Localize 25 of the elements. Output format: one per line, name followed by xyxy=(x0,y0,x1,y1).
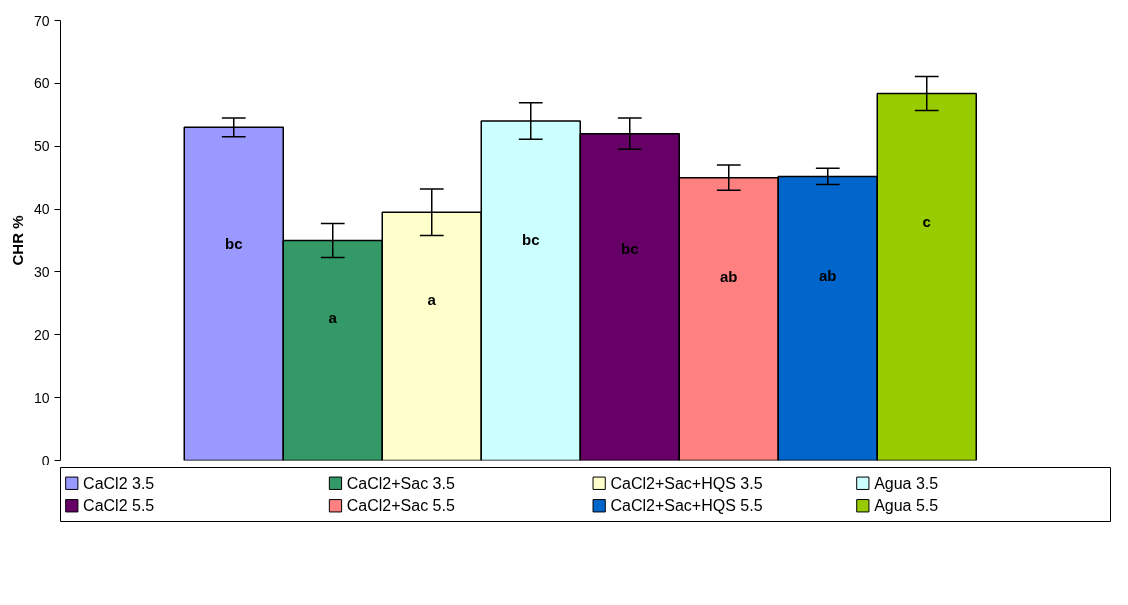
legend-label: CaCl2 3.5 xyxy=(83,474,155,492)
y-tick-label: 50 xyxy=(33,138,50,155)
y-tick-label: 30 xyxy=(33,263,50,280)
y-tick-label: 10 xyxy=(33,389,50,406)
legend-label: CaCl2+Sac 5.5 xyxy=(346,497,455,515)
annotation: a xyxy=(427,290,437,308)
annotation: ab xyxy=(720,268,738,286)
y-tick-label: 0 xyxy=(41,452,50,469)
y-tick-label: 40 xyxy=(33,201,50,218)
annotation: c xyxy=(922,213,931,231)
legend-label: CaCl2+Sac+HQS 5.5 xyxy=(610,497,763,515)
y-tick-label: 70 xyxy=(33,12,50,29)
y-tick-label: 60 xyxy=(33,75,50,92)
annotation: bc xyxy=(621,239,639,257)
legend-label: CaCl2 5.5 xyxy=(83,497,155,515)
annotation: ab xyxy=(819,267,837,285)
legend-label: CaCl2+Sac 3.5 xyxy=(346,474,455,492)
annotation: a xyxy=(328,309,338,326)
annotation: bc xyxy=(225,235,243,253)
legend-label: CaCl2+Sac+HQS 3.5 xyxy=(610,474,763,492)
y-axis-title: CHR % xyxy=(8,215,26,266)
y-tick-label: 20 xyxy=(33,326,50,343)
legend-label: Agua 5.5 xyxy=(874,497,939,515)
annotation: bc xyxy=(522,231,540,249)
legend-label: Agua 3.5 xyxy=(874,474,939,492)
